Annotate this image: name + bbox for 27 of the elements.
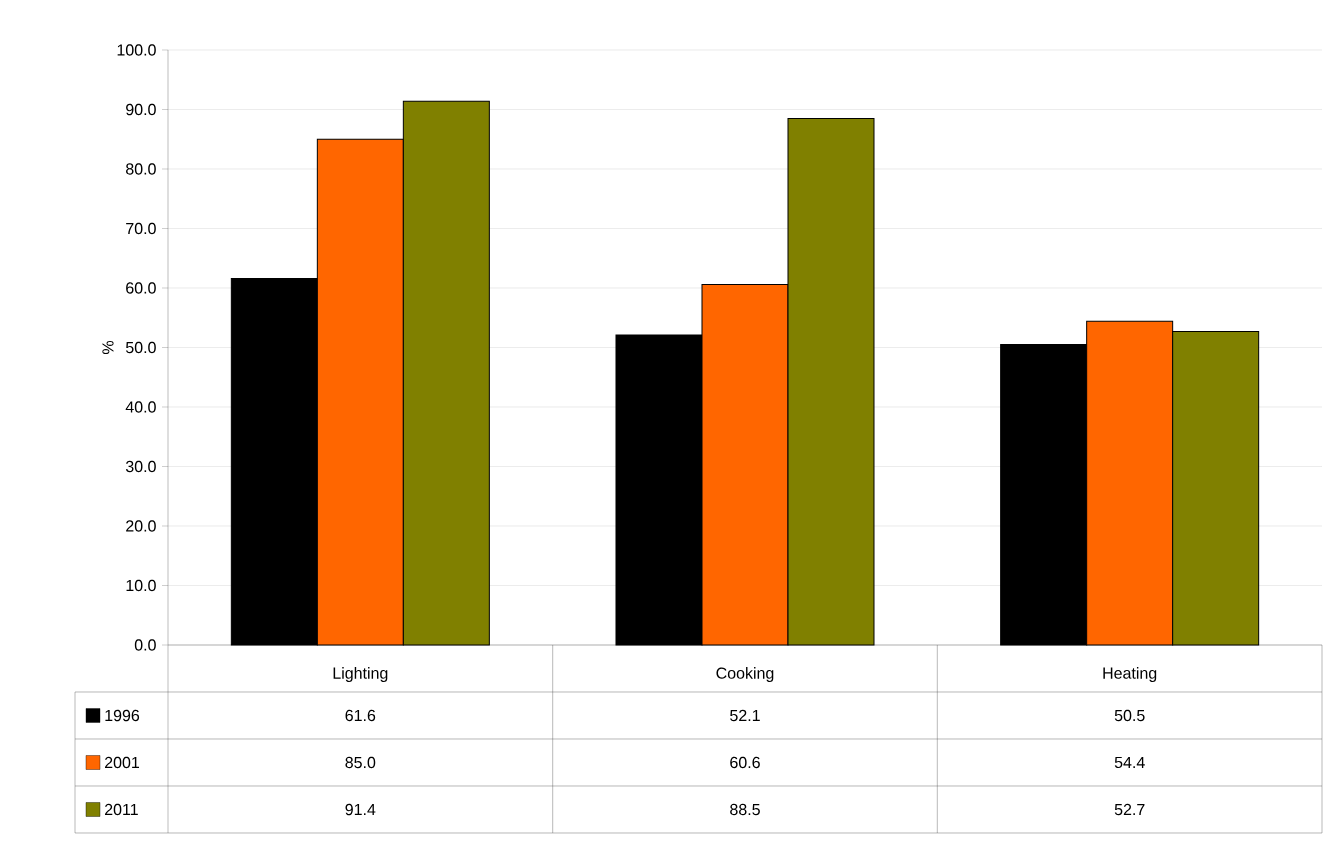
data-label: 60.6 [730, 756, 760, 769]
y-tick-label: 90.0 [126, 103, 156, 116]
y-tick-label: 20.0 [126, 520, 156, 532]
x-tick-label: Lighting [333, 667, 388, 682]
legend-label: 1996 [105, 709, 140, 722]
data-label: 91.4 [345, 803, 376, 816]
data-label: 85.0 [345, 756, 376, 769]
y-axis-title: % [102, 340, 114, 355]
data-label: 54.4 [1114, 756, 1145, 769]
data-label: 61.6 [345, 709, 376, 722]
y-tick-label: 70.0 [126, 222, 156, 235]
x-tick-label: Heating [1103, 667, 1157, 682]
y-tick-label: 0.0 [134, 639, 156, 651]
y-tick-label: 10.0 [126, 579, 156, 592]
y-tick-label: 30.0 [125, 460, 156, 473]
y-tick-label: 60.0 [126, 282, 156, 294]
y-tick-label: 40.0 [125, 401, 156, 413]
data-label: 52.1 [730, 709, 760, 722]
legend-label: 2011 [105, 803, 138, 816]
legend-label: 2001 [105, 756, 139, 769]
x-tick-label: Cooking [716, 667, 774, 682]
y-tick-label: 100.0 [117, 44, 156, 56]
data-label: 88.5 [730, 803, 760, 816]
data-label: 52.7 [1114, 803, 1145, 816]
data-label: 50.5 [1114, 709, 1145, 722]
y-tick-label: 80.0 [126, 163, 156, 175]
y-tick-label: 50.0 [125, 341, 156, 354]
